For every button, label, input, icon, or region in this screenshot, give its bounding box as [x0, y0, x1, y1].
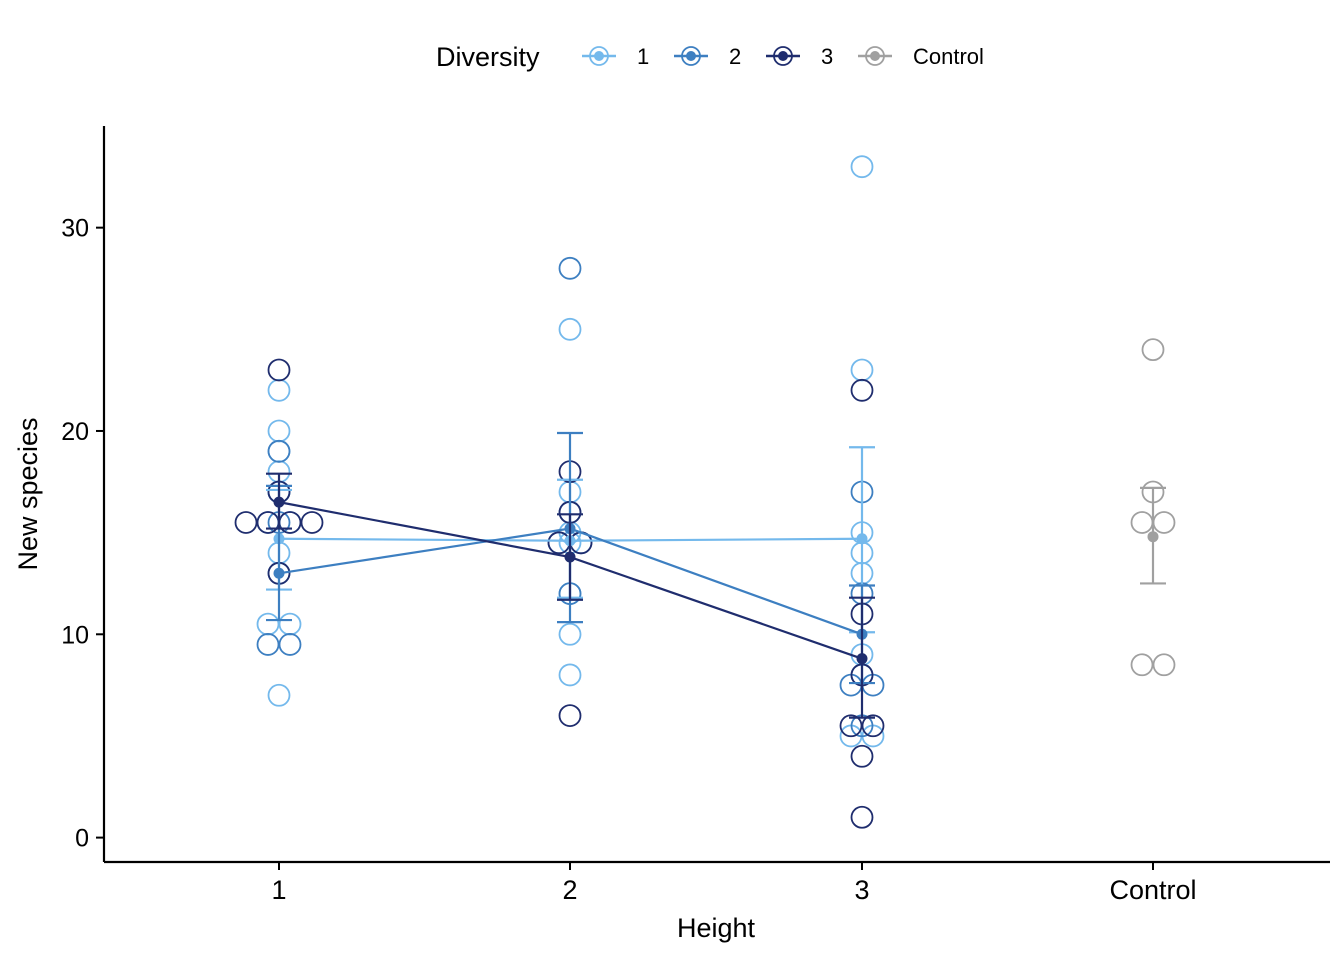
mean-point: [856, 653, 868, 665]
legend-item-1: 1: [582, 44, 649, 69]
mean-point: [856, 533, 868, 545]
data-point: [850, 358, 874, 382]
series-summary-3: [266, 472, 875, 719]
legend-circle: [865, 46, 885, 66]
data-point: [256, 612, 280, 636]
legend-label: 2: [729, 44, 741, 69]
y-tick-label: 20: [61, 418, 89, 446]
data-point: [850, 805, 874, 829]
data-point: [850, 155, 874, 179]
data-point: [558, 317, 582, 341]
data-point: [558, 256, 582, 280]
y-tick-label: 10: [61, 621, 89, 649]
mean-point: [564, 551, 576, 563]
x-axis-title: Height: [677, 913, 756, 943]
data-point: [278, 633, 302, 656]
legend-label: Control: [913, 44, 984, 69]
legend-item-control: Control: [858, 44, 984, 69]
data-point: [1141, 338, 1165, 362]
data-point: [234, 511, 258, 534]
data-point: [267, 358, 291, 382]
data-point: [839, 714, 863, 738]
y-axis: 0 10 20 30: [61, 126, 106, 862]
legend-label: 3: [821, 44, 833, 69]
data-point: [558, 704, 582, 728]
x-axis: 1 2 3 Control: [104, 860, 1330, 905]
data-point: [278, 612, 302, 636]
x-tick-label: 1: [271, 875, 286, 905]
legend-dot: [870, 51, 880, 61]
data-point: [1152, 511, 1176, 534]
data-point: [850, 378, 874, 402]
y-axis-title: New species: [13, 417, 43, 570]
data-point: [267, 439, 291, 463]
mean-point: [273, 496, 285, 508]
data-point: [1152, 653, 1176, 677]
legend-dot: [686, 51, 696, 61]
x-tick-label: 2: [562, 875, 577, 905]
data-point: [1130, 653, 1154, 677]
mean-point: [273, 567, 285, 579]
data-point: [861, 714, 885, 738]
x-tick-label: Control: [1109, 875, 1196, 905]
legend-dot: [778, 51, 788, 61]
x-tick-label: 3: [854, 875, 869, 905]
data-point: [300, 511, 324, 534]
data-point: [256, 633, 280, 656]
data-point: [267, 378, 291, 402]
y-tick-label: 30: [61, 215, 89, 243]
legend-dot: [594, 51, 604, 61]
legend-title: Diversity: [436, 42, 540, 72]
legend-circle: [681, 46, 701, 66]
legend-items: 1 2 3 Control: [582, 44, 984, 69]
data-point: [1130, 511, 1154, 534]
plot-area: [234, 155, 1176, 829]
legend-item-2: 2: [674, 44, 741, 69]
data-point: [267, 419, 291, 443]
legend: Diversity 1 2 3 Control: [436, 42, 984, 72]
y-tick-label: 0: [75, 825, 89, 853]
legend-circle: [773, 46, 793, 66]
data-point: [558, 622, 582, 646]
legend-item-3: 3: [766, 44, 833, 69]
legend-label: 1: [637, 44, 649, 69]
data-point: [850, 744, 874, 768]
legend-circle: [589, 46, 609, 66]
series-summary-control: [1140, 486, 1166, 585]
data-point: [267, 683, 291, 707]
data-point: [558, 663, 582, 687]
mean-point: [1147, 531, 1159, 543]
